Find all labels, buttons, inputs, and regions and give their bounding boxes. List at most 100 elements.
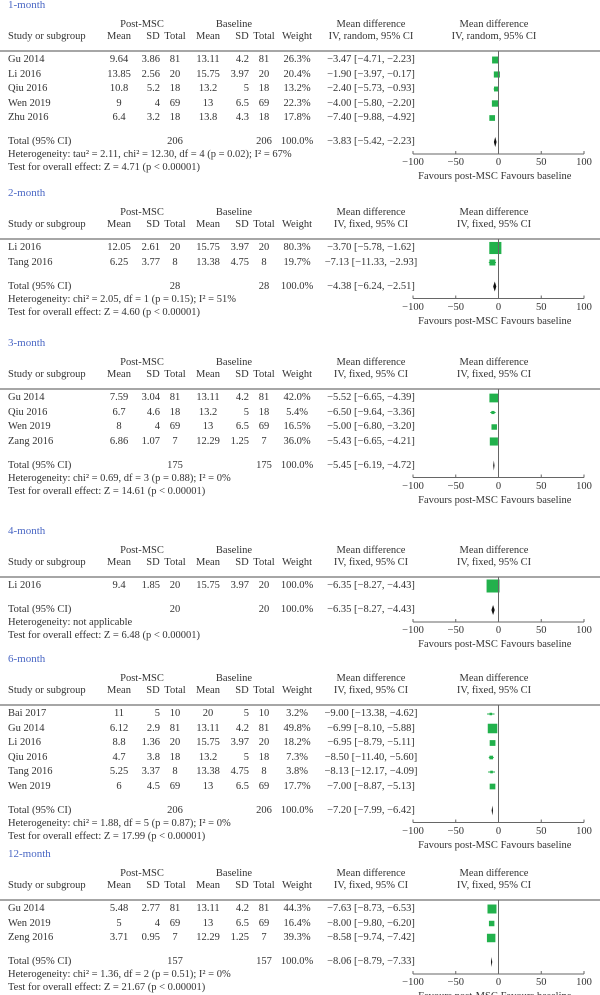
base-sd: 5 — [243, 406, 249, 418]
header-base-sd: SD — [235, 219, 249, 230]
total-post: 28 — [169, 280, 181, 292]
weight: 17.7% — [283, 780, 311, 792]
favours-left-label: Favours post-MSC — [418, 991, 498, 995]
study-name: Zhu 2016 — [8, 112, 49, 123]
header-post-msc: Post-MSC — [120, 207, 164, 218]
header-base-total: Total — [253, 685, 275, 696]
mean-difference-ci: −9.00 [−13.38, −4.62] — [324, 708, 418, 719]
header-post-msc: Post-MSC — [120, 545, 164, 556]
total-label: Total (95% CI) — [8, 459, 72, 471]
header-method-plot: IV, fixed, 95% CI — [456, 880, 532, 891]
x-tick-label: 0 — [495, 157, 502, 168]
header-baseline: Baseline — [215, 545, 253, 556]
favours-right-label: Favours baseline — [500, 639, 572, 650]
post-sd: 4.6 — [146, 406, 160, 418]
heterogeneity: Heterogeneity: chi² = 1.88, df = 5 (p = … — [8, 817, 231, 829]
weight: 16.5% — [283, 421, 311, 432]
header-baseline: Baseline — [215, 868, 253, 879]
x-tick-label: 100 — [576, 625, 592, 636]
base-sd: 5 — [243, 751, 249, 763]
x-tick-label: 50 — [536, 977, 547, 988]
header-weight: Weight — [281, 369, 313, 380]
weight: 3.8% — [286, 766, 308, 777]
heterogeneity: Heterogeneity: tau² = 2.11, chi² = 12.30… — [8, 149, 292, 160]
post-total: 8 — [172, 766, 178, 777]
header-base-mean: Mean — [196, 219, 220, 230]
header-post-sd: SD — [146, 369, 160, 380]
total-base: 20 — [258, 604, 270, 615]
mean-difference-ci: −8.50 [−11.40, −5.60] — [324, 751, 418, 763]
header-baseline: Baseline — [215, 207, 253, 218]
base-mean: 13.8 — [198, 112, 218, 123]
header-mean-difference-plot: Mean difference — [459, 357, 529, 368]
header-mean-difference: Mean difference — [336, 545, 406, 556]
post-sd: 4 — [154, 917, 160, 929]
header-base-total: Total — [253, 369, 275, 380]
x-tick-label: 50 — [536, 625, 547, 636]
header-mean-difference: Mean difference — [336, 357, 406, 368]
total-weight: 100.0% — [280, 459, 314, 471]
study-name: Qiu 2016 — [8, 751, 48, 763]
mean-difference-ci: −6.50 [−9.64, −3.36] — [327, 406, 415, 418]
total-mean-difference-ci: −5.45 [−6.19, −4.72] — [327, 459, 415, 471]
header-mean-difference-plot: Mean difference — [459, 207, 529, 218]
total-base: 206 — [256, 136, 272, 147]
pooled-diamond — [491, 605, 495, 615]
header-mean-difference-plot: Mean difference — [459, 545, 529, 556]
x-tick-label: −100 — [402, 825, 424, 837]
x-tick-label: −50 — [447, 825, 464, 837]
x-tick-label: 100 — [576, 301, 592, 313]
total-mean-difference-ci: −7.20 [−7.99, −6.42] — [327, 804, 415, 816]
x-tick-label: 0 — [495, 301, 502, 313]
base-sd: 3.97 — [230, 242, 249, 253]
header-mean-difference-plot: Mean difference — [459, 868, 529, 879]
header-method: IV, fixed, 95% CI — [333, 685, 409, 696]
header-study: Study or subgroup — [8, 219, 86, 230]
base-total: 20 — [258, 242, 270, 253]
post-sd: 4 — [154, 421, 160, 432]
total-base: 157 — [256, 956, 272, 967]
total-mean-difference-ci: −3.83 [−5.42, −2.23] — [327, 136, 415, 147]
total-post: 175 — [167, 459, 183, 471]
header-method-plot: IV, fixed, 95% CI — [456, 685, 532, 696]
heterogeneity: Heterogeneity: not applicable — [8, 617, 133, 628]
header-weight: Weight — [281, 31, 313, 42]
pooled-diamond — [491, 805, 494, 816]
header-post-sd: SD — [146, 219, 160, 230]
mean-difference-ci: −2.40 [−5.73, −0.93] — [327, 83, 415, 94]
post-total: 18 — [169, 112, 181, 123]
post-mean: 9 — [116, 97, 122, 109]
effect-square — [489, 393, 499, 403]
study-name: Tang 2016 — [8, 766, 53, 777]
effect-square — [492, 56, 499, 64]
base-total: 7 — [261, 932, 267, 943]
base-mean: 12.29 — [196, 932, 220, 943]
base-mean: 13.2 — [198, 83, 218, 94]
post-sd: 1.07 — [141, 435, 160, 447]
base-mean: 13.11 — [196, 392, 220, 403]
header-weight: Weight — [281, 685, 313, 696]
header-post-sd: SD — [146, 557, 160, 568]
weight: 20.4% — [283, 68, 311, 80]
mean-difference-ci: −7.40 [−9.88, −4.92] — [327, 112, 415, 123]
base-sd: 4.75 — [230, 256, 249, 268]
overall-effect: Test for overall effect: Z = 14.61 (p < … — [8, 485, 206, 497]
overall-effect: Test for overall effect: Z = 21.67 (p < … — [8, 982, 206, 993]
header-study: Study or subgroup — [8, 880, 86, 891]
x-tick-label: −50 — [447, 157, 464, 168]
post-sd: 3.37 — [141, 766, 160, 777]
mean-difference-ci: −3.70 [−5.78, −1.62] — [327, 242, 415, 253]
study-name: Wen 2019 — [8, 780, 51, 792]
header-study: Study or subgroup — [8, 369, 86, 380]
base-mean: 20 — [202, 708, 214, 719]
post-total: 7 — [172, 932, 178, 943]
header-post-msc: Post-MSC — [120, 19, 164, 30]
base-sd: 6.5 — [235, 421, 249, 432]
header-post-mean: Mean — [107, 685, 131, 696]
base-total: 81 — [258, 54, 270, 65]
x-tick-label: 50 — [536, 157, 547, 168]
header-base-mean: Mean — [196, 369, 220, 380]
post-sd: 3.2 — [146, 112, 160, 123]
mean-difference-ci: −6.35 [−8.27, −4.43] — [327, 580, 415, 591]
post-total: 18 — [169, 83, 181, 94]
